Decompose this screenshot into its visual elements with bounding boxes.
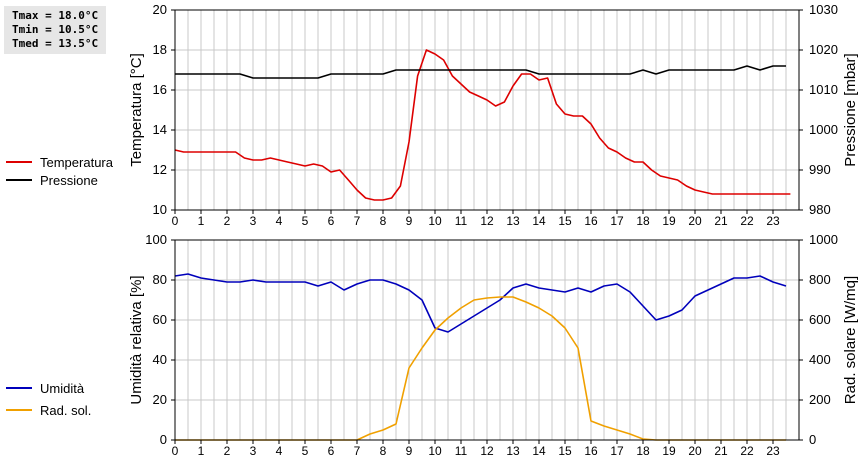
- panel-1-x-tick-label: 20: [688, 214, 702, 228]
- panel-2-x-tick-label: 8: [380, 444, 387, 458]
- panel-2-x-tick-label: 15: [558, 444, 572, 458]
- panel-1-x-tick-label: 15: [558, 214, 572, 228]
- panel-2-series-rad-sol-: [175, 296, 786, 441]
- tmax-stat: Tmax = 18.0°C: [12, 9, 99, 22]
- panel-2-x-tick-label: 16: [584, 444, 598, 458]
- panel-1-x-tick-label: 21: [714, 214, 728, 228]
- legend-swatch-pressione: [6, 179, 32, 181]
- panel-1-x-tick-label: 16: [584, 214, 598, 228]
- panel-1-y2-tick-label: 1030: [809, 2, 838, 17]
- panel-1-y2-axis-title: Pressione [mbar]: [842, 53, 859, 166]
- legend-item-umidita: Umidità: [6, 380, 84, 396]
- panel-2-y2-tick-label: 800: [809, 272, 831, 287]
- tmin-stat: Tmin = 10.5°C: [12, 23, 99, 36]
- panel-1-x-tick-label: 10: [428, 214, 442, 228]
- panel-2-x-tick-label: 9: [406, 444, 413, 458]
- panel-2-x-tick-label: 19: [662, 444, 676, 458]
- panel-1-x-tick-label: 23: [766, 214, 780, 228]
- panel-1-y2-tick-label: 1020: [809, 42, 838, 57]
- panel-1-x-tick-label: 14: [532, 214, 546, 228]
- panel-1-series-pressione: [175, 65, 786, 79]
- panel-2-y2-tick-label: 0: [809, 432, 816, 447]
- panel-1-x-tick-label: 13: [506, 214, 520, 228]
- legend-swatch-umidita: [6, 387, 32, 389]
- panel-1-y2-tick-label: 980: [809, 202, 831, 217]
- panel-1-y2-tick-label: 990: [809, 162, 831, 177]
- panel-1-x-tick-label: 7: [354, 214, 361, 228]
- panel-2-y-tick-label: 40: [153, 352, 167, 367]
- panel-2-y-tick-label: 0: [160, 432, 167, 447]
- panel-2-x-tick-label: 10: [428, 444, 442, 458]
- panel-2-y2-tick-label: 200: [809, 392, 831, 407]
- panel-1-x-tick-label: 11: [455, 214, 468, 228]
- panel-2-x-tick-label: 12: [480, 444, 494, 458]
- panel-2-y2-tick-label: 600: [809, 312, 831, 327]
- legend-item-temperatura: Temperatura: [6, 154, 113, 170]
- stats-box: Tmax = 18.0°C Tmin = 10.5°C Tmed = 13.5°…: [4, 6, 107, 54]
- panel-2-y2-tick-label: 1000: [809, 232, 838, 247]
- panel-2-y2-tick-label: 400: [809, 352, 831, 367]
- panel-1-x-tick-label: 2: [224, 214, 231, 228]
- panel-2-x-tick-label: 11: [455, 444, 468, 458]
- legend-item-pressione: Pressione: [6, 172, 98, 188]
- panel-2-x-tick-label: 17: [610, 444, 624, 458]
- panel-1-y-tick-label: 10: [153, 202, 167, 217]
- panel-2-y-tick-label: 60: [153, 312, 167, 327]
- panel-1-x-tick-label: 19: [662, 214, 676, 228]
- panel-1-x-tick-label: 4: [276, 214, 283, 228]
- panel-1-y-axis-title: Temperatura [°C]: [128, 53, 145, 167]
- panel-2-x-tick-label: 22: [740, 444, 754, 458]
- panel-2-y-tick-label: 80: [153, 272, 167, 287]
- panel-2-y-axis-title: Umidità relativa [%]: [128, 275, 145, 404]
- panel-1-x-tick-label: 6: [328, 214, 335, 228]
- panel-2-x-tick-label: 13: [506, 444, 520, 458]
- panel-1-y-tick-label: 18: [153, 42, 167, 57]
- panel-1-y2-tick-label: 1010: [809, 82, 838, 97]
- legend-swatch-temperatura: [6, 161, 32, 163]
- panel-2-x-tick-label: 21: [714, 444, 728, 458]
- panel-1-x-tick-label: 9: [406, 214, 413, 228]
- panel-1-x-tick-label: 12: [480, 214, 494, 228]
- panel-1-x-tick-label: 22: [740, 214, 754, 228]
- panel-1-y-tick-label: 14: [153, 122, 167, 137]
- panel-2-x-tick-label: 7: [354, 444, 361, 458]
- panel-2-x-tick-label: 3: [250, 444, 257, 458]
- legend-label-umidita: Umidità: [40, 380, 85, 396]
- panel-2-x-tick-label: 2: [224, 444, 231, 458]
- panel-2-series-umidit-: [174, 273, 787, 333]
- panel-2-y2-axis-title: Rad. solare [W/mq]: [842, 276, 859, 404]
- panel-1-y-tick-label: 20: [153, 2, 167, 17]
- panel-2-x-tick-label: 23: [766, 444, 780, 458]
- tmed-stat: Tmed = 13.5°C: [12, 37, 99, 50]
- legend-item-rad-sol: Rad. sol.: [6, 402, 91, 418]
- panel-1-y-tick-label: 16: [153, 82, 167, 97]
- legend-swatch-rad-sol: [6, 409, 32, 411]
- panel-2-x-tick-label: 6: [328, 444, 335, 458]
- legend-label-rad-sol: Rad. sol.: [40, 402, 92, 418]
- panel-1-x-tick-label: 1: [198, 214, 205, 228]
- panel-2-x-tick-label: 18: [636, 444, 650, 458]
- panel-1-x-tick-label: 18: [636, 214, 650, 228]
- panel-2-y-tick-label: 20: [153, 392, 167, 407]
- legend-label-temperatura: Temperatura: [40, 154, 113, 170]
- panel-2-y-tick-label: 100: [145, 232, 167, 247]
- panel-1-series-temperatura: [174, 49, 791, 201]
- panel-1-x-tick-label: 5: [302, 214, 309, 228]
- panel-1-y-tick-label: 12: [153, 162, 167, 177]
- panel-1-x-tick-label: 0: [172, 214, 179, 228]
- panel-2-x-tick-label: 14: [532, 444, 546, 458]
- panel-1-x-tick-label: 3: [250, 214, 257, 228]
- panel-1-x-tick-label: 8: [380, 214, 387, 228]
- panel-1-x-tick-label: 17: [610, 214, 624, 228]
- panel-2-x-tick-label: 4: [276, 444, 283, 458]
- panel-2-x-tick-label: 0: [172, 444, 179, 458]
- panel-2-x-tick-label: 1: [198, 444, 205, 458]
- panel-2-x-tick-label: 20: [688, 444, 702, 458]
- legend-label-pressione: Pressione: [40, 172, 98, 188]
- panel-2-x-tick-label: 5: [302, 444, 309, 458]
- panel-1-y2-tick-label: 1000: [809, 122, 838, 137]
